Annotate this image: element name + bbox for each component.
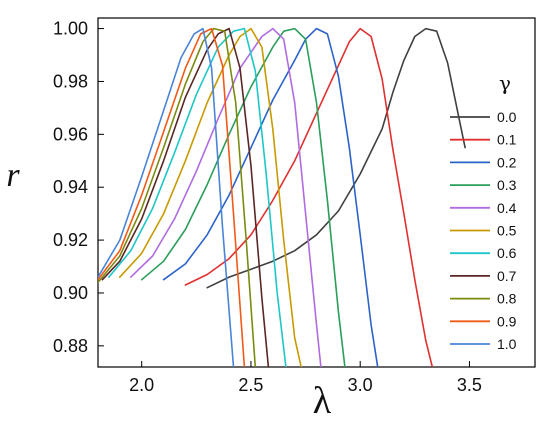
x-tick-label: 2.0 [129, 375, 154, 395]
y-tick-label: 0.90 [53, 283, 88, 303]
series-line-0-5 [119, 27, 303, 367]
legend-label: 1.0 [497, 336, 517, 352]
x-axis-ticks: 2.0 2.5 3.0 3.5 [129, 361, 482, 395]
x-tick-label: 3.0 [348, 375, 373, 395]
plot-area: 2.0 2.5 3.0 3.5 0.88 0.90 0.92 0.94 0.96 0.98 1.0… [53, 17, 536, 395]
y-tick-label: 0.96 [53, 124, 88, 144]
legend-label: 0.7 [497, 268, 517, 284]
series-layer [98, 27, 466, 367]
x-tick-label: 2.5 [238, 375, 263, 395]
x-axis-title: λ [313, 380, 332, 422]
legend-label: 0.2 [497, 154, 517, 170]
legend-label: 0.4 [497, 200, 517, 216]
legend-label: 0.5 [497, 223, 517, 239]
series-line-0-1 [184, 27, 434, 367]
y-tick-label: 0.94 [53, 177, 88, 197]
y-tick-label: 0.98 [53, 71, 88, 91]
series-line-0-0 [206, 27, 466, 289]
legend-label: 0.3 [497, 177, 517, 193]
series-line-0-8 [98, 27, 257, 367]
series-line-0-3 [140, 27, 346, 367]
series-line-0-6 [108, 27, 287, 367]
legend-label: 0.8 [497, 291, 517, 307]
legend-label: 0.0 [497, 109, 517, 125]
legend-label: 0.6 [497, 245, 517, 261]
legend: γ 0.0 0.1 0.2 0.3 0.4 0.5 0.6 0.7 0.8 0.9 1.0 [450, 71, 517, 352]
y-axis-title: r [6, 157, 20, 194]
legend-title: γ [499, 71, 511, 95]
y-tick-label: 0.88 [53, 336, 88, 356]
legend-label: 0.9 [497, 313, 517, 329]
series-line-0-9 [98, 27, 246, 367]
x-tick-label: 3.5 [457, 375, 482, 395]
series-line-1-0 [98, 27, 235, 367]
series-line-0-4 [130, 27, 322, 367]
y-tick-label: 1.00 [53, 19, 88, 39]
legend-label: 0.1 [497, 132, 517, 148]
y-axis-ticks: 0.88 0.90 0.92 0.94 0.96 0.98 1.00 [53, 19, 104, 356]
series-line-0-7 [101, 27, 270, 367]
axis-titles: λ r [6, 157, 331, 422]
y-tick-label: 0.92 [53, 230, 88, 250]
plot-frame [97, 17, 536, 368]
legend-items: 0.0 0.1 0.2 0.3 0.4 0.5 0.6 0.7 0.8 0.9 1.0 [450, 109, 517, 352]
